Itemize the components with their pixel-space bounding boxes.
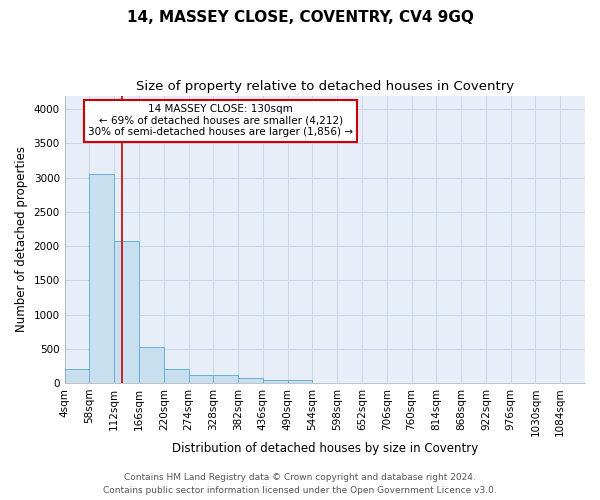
Bar [263,380,287,383]
Bar [139,348,164,383]
Bar [65,370,89,383]
Bar [89,174,114,383]
Title: Size of property relative to detached houses in Coventry: Size of property relative to detached ho… [136,80,514,93]
X-axis label: Distribution of detached houses by size in Coventry: Distribution of detached houses by size … [172,442,478,455]
Bar [114,240,139,383]
Bar [287,380,313,383]
Bar [164,370,188,383]
Text: 14 MASSEY CLOSE: 130sqm
← 69% of detached houses are smaller (4,212)
30% of semi: 14 MASSEY CLOSE: 130sqm ← 69% of detache… [88,104,353,138]
Text: Contains HM Land Registry data © Crown copyright and database right 2024.
Contai: Contains HM Land Registry data © Crown c… [103,474,497,495]
Text: 14, MASSEY CLOSE, COVENTRY, CV4 9GQ: 14, MASSEY CLOSE, COVENTRY, CV4 9GQ [127,10,473,25]
Bar [214,376,238,383]
Bar [188,374,214,383]
Y-axis label: Number of detached properties: Number of detached properties [15,146,28,332]
Bar [238,378,263,383]
